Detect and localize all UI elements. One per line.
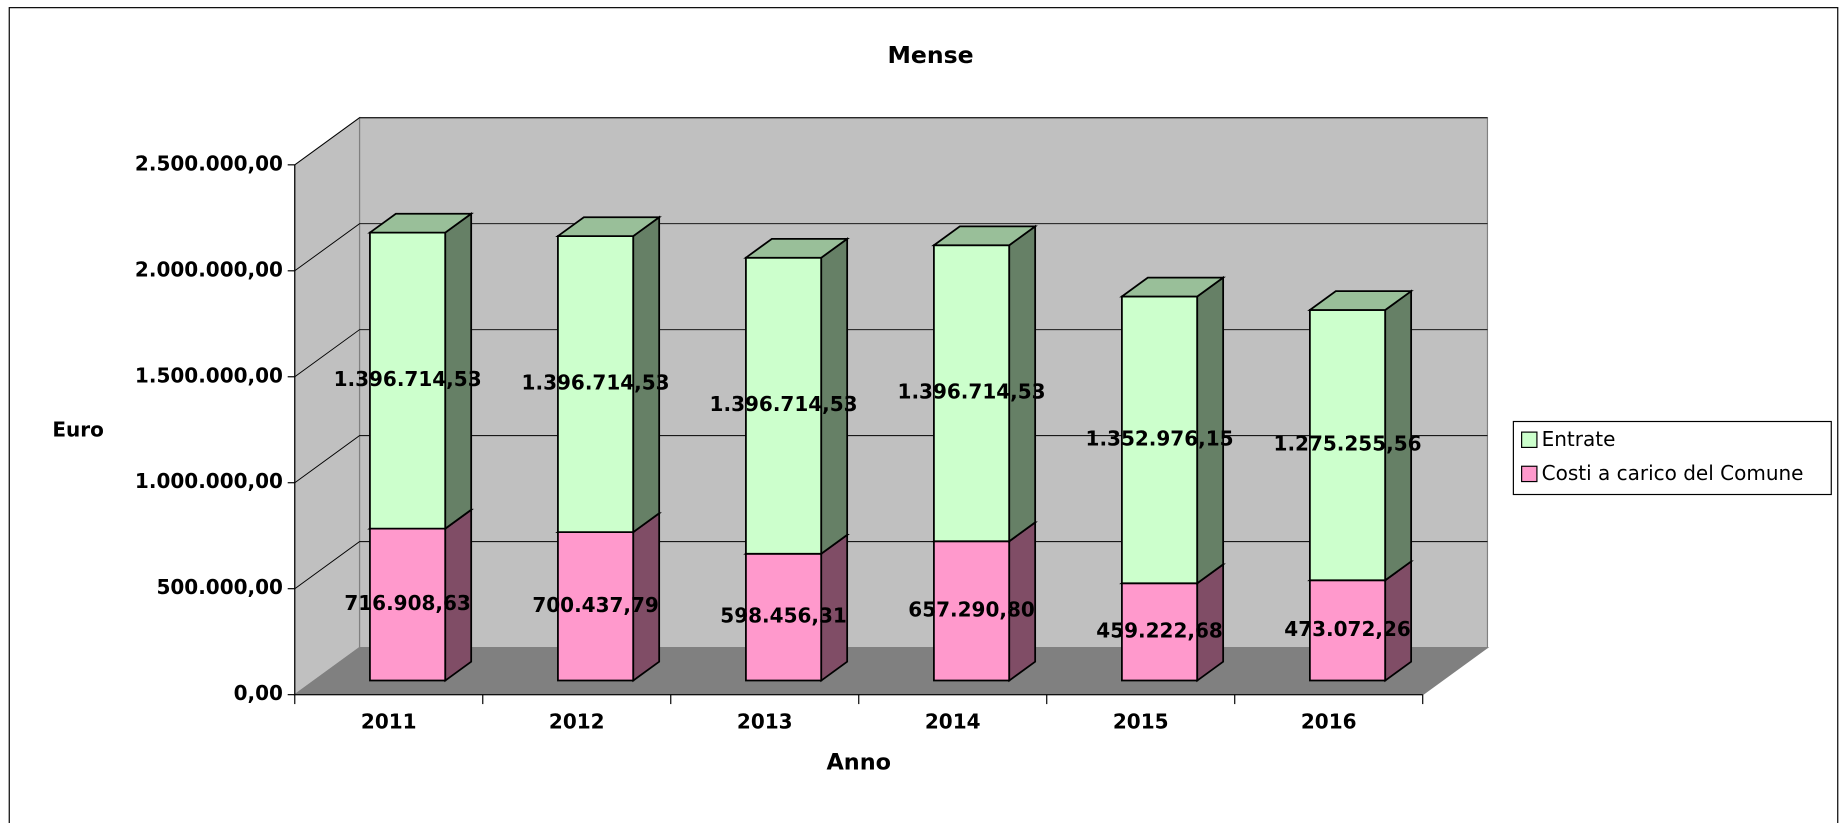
- legend-swatch: [1521, 465, 1538, 483]
- legend-box: [1512, 420, 1832, 496]
- bar-segment: [367, 212, 474, 531]
- data-label: 700.437,79: [532, 593, 659, 617]
- y-axis-label: Euro: [52, 417, 104, 441]
- legend-label: Entrate: [1542, 427, 1616, 451]
- x-tick-label: 2015: [1113, 709, 1169, 733]
- data-label: 1.396.714,53: [334, 367, 482, 391]
- bar-segment: [743, 237, 850, 556]
- legend-label: Costi a carico del Comune: [1542, 461, 1804, 485]
- y-tick-label: 500.000,00: [156, 575, 283, 599]
- data-label: 598.456,31: [720, 604, 847, 628]
- chart-title: Mense: [888, 41, 974, 69]
- y-tick-label: 2.500.000,00: [135, 151, 283, 175]
- grid-line: [294, 435, 1488, 484]
- bar-top: [1307, 290, 1414, 311]
- data-label: 1.352.976,15: [1086, 426, 1234, 450]
- y-tick-label: 2.000.000,00: [135, 257, 283, 281]
- bar-segment: [931, 224, 1038, 543]
- y-tick-label: 1.500.000,00: [135, 363, 283, 387]
- x-tick-label: 2012: [549, 709, 605, 733]
- grid-line: [294, 541, 1488, 590]
- data-label: 1.275.255,56: [1274, 432, 1422, 456]
- bar-segment: [1119, 275, 1226, 585]
- bar-top: [367, 212, 474, 234]
- bar-top: [743, 237, 850, 259]
- x-tick-label: 2014: [925, 709, 981, 733]
- floor: [292, 646, 1490, 696]
- data-label: 459.222,68: [1096, 618, 1223, 642]
- grid-line: [294, 117, 1488, 166]
- bar-segment: [367, 508, 474, 683]
- data-label: 1.396.714,53: [710, 392, 858, 416]
- y-tick-label: 0,00: [234, 681, 283, 705]
- x-tick-label: 2013: [737, 709, 793, 733]
- data-label: 1.396.714,53: [898, 380, 1046, 404]
- x-tick-label: 2016: [1301, 709, 1357, 733]
- grid-line: [294, 223, 1488, 272]
- data-label: 716.908,63: [344, 591, 471, 615]
- data-label: 657.290,80: [908, 597, 1035, 621]
- bar-segment: [1307, 289, 1414, 583]
- bar-top: [931, 225, 1038, 247]
- bar-segment: [555, 215, 662, 534]
- legend-swatch: [1521, 431, 1538, 448]
- bar-top: [1119, 276, 1226, 298]
- data-label: 473.072,26: [1284, 617, 1411, 641]
- x-tick-label: 2011: [361, 709, 417, 733]
- bar-segment: [555, 511, 662, 683]
- x-axis-label: Anno: [826, 749, 891, 775]
- bar-top: [555, 216, 662, 237]
- data-label: 1.396.714,53: [522, 371, 670, 395]
- grid-line: [294, 329, 1488, 378]
- y-tick-label: 1.000.000,00: [135, 469, 283, 493]
